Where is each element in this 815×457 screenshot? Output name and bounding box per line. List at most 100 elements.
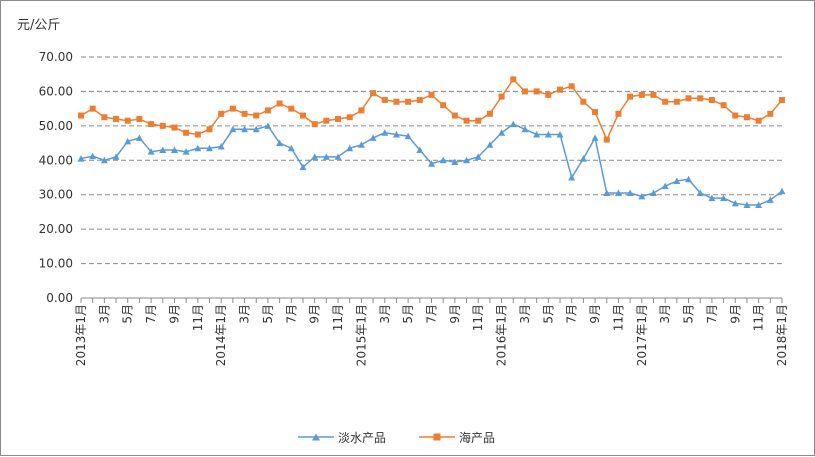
data-point [568, 83, 575, 90]
data-point [428, 160, 435, 167]
data-point [194, 144, 202, 152]
data-point [322, 153, 330, 160]
data-point [463, 156, 471, 164]
data-point [638, 192, 646, 200]
data-point [592, 109, 599, 116]
data-point [731, 199, 739, 207]
x-tick-label: 2014年1月 [214, 304, 228, 366]
data-point [77, 155, 85, 162]
legend-label-freshwater: 淡水产品 [338, 431, 386, 445]
data-point [521, 125, 529, 133]
data-point [113, 115, 120, 122]
data-point [252, 125, 260, 133]
data-point [696, 189, 704, 196]
data-point [299, 163, 307, 171]
data-point [311, 153, 319, 160]
data-point [486, 141, 494, 148]
data-point [557, 86, 564, 93]
y-tick-label: 40.00 [39, 153, 73, 167]
data-point [206, 126, 213, 133]
data-point [206, 144, 214, 152]
data-point [229, 125, 237, 133]
data-point [556, 130, 564, 138]
data-point [78, 112, 84, 119]
data-point [334, 153, 342, 160]
data-point [650, 91, 657, 98]
data-point [649, 189, 657, 196]
grid-lines [81, 56, 782, 265]
data-point [288, 105, 295, 112]
data-point [370, 90, 377, 97]
data-point [475, 117, 482, 124]
data-point [381, 129, 389, 136]
data-point [89, 152, 97, 160]
data-point [615, 110, 622, 117]
x-tick-label: 9月 [728, 304, 742, 324]
data-point [778, 187, 786, 195]
x-tick-label: 2015年1月 [354, 304, 368, 366]
data-point [335, 115, 342, 122]
data-point [264, 107, 271, 114]
data-point [463, 117, 470, 124]
x-tick-label: 3月 [518, 304, 532, 324]
data-point [159, 146, 167, 153]
data-point [685, 175, 693, 183]
x-tick-label: 5月 [541, 304, 555, 324]
x-tick-label: 5月 [682, 304, 696, 324]
data-point [101, 114, 108, 121]
x-tick-label: 3月 [97, 304, 111, 324]
data-point [474, 153, 482, 160]
data-point [135, 134, 143, 141]
y-tick-label: 30.00 [39, 188, 73, 202]
data-point [100, 156, 108, 164]
data-point [124, 117, 131, 124]
data-point [627, 93, 634, 100]
x-tick-label: 7月 [144, 304, 158, 324]
x-tick-label: 7月 [565, 304, 579, 324]
data-point [323, 117, 330, 124]
data-point [241, 125, 249, 133]
legend-marker-seafood [433, 433, 441, 441]
x-tick-label: 7月 [284, 304, 298, 324]
x-tick-label: 2016年1月 [495, 304, 509, 366]
data-point [545, 91, 552, 98]
x-tick-label: 3月 [238, 304, 252, 324]
data-point [544, 130, 552, 138]
data-point [264, 122, 272, 129]
data-point [416, 146, 424, 153]
data-point [767, 110, 774, 117]
data-point [509, 120, 517, 128]
x-tick-label: 5月 [121, 304, 135, 324]
data-point [346, 114, 353, 121]
data-point [311, 121, 318, 128]
data-point [392, 130, 400, 138]
legend-label-seafood: 海产品 [459, 430, 495, 445]
data-point [369, 134, 377, 141]
x-axis: 2013年1月 3月 5月 7月 9月 11月 2014年1月 3月 5月 7月 9月 11月 2015… [74, 297, 789, 366]
data-point [405, 98, 412, 105]
data-point [533, 88, 540, 95]
data-point [346, 144, 354, 152]
x-tick-label: 2013年1月 [74, 304, 88, 366]
data-point [287, 144, 295, 152]
data-point [708, 97, 715, 104]
y-tick-label: 60.00 [39, 84, 73, 98]
data-point [662, 98, 669, 105]
series-layer [77, 76, 786, 209]
y-tick-label: 20.00 [39, 222, 73, 236]
data-point [276, 100, 283, 107]
data-point [171, 124, 178, 131]
data-point [170, 146, 178, 153]
data-point [755, 201, 763, 209]
data-point [568, 174, 576, 181]
data-point [89, 105, 96, 112]
data-point [766, 196, 774, 203]
x-tick-label: 5月 [401, 304, 415, 324]
x-tick-label: 2017年1月 [635, 304, 649, 366]
x-tick-label: 11月 [611, 304, 625, 331]
legend-marker-freshwater [312, 433, 320, 441]
data-point [357, 141, 365, 148]
data-point [521, 88, 528, 95]
data-point [779, 97, 785, 104]
